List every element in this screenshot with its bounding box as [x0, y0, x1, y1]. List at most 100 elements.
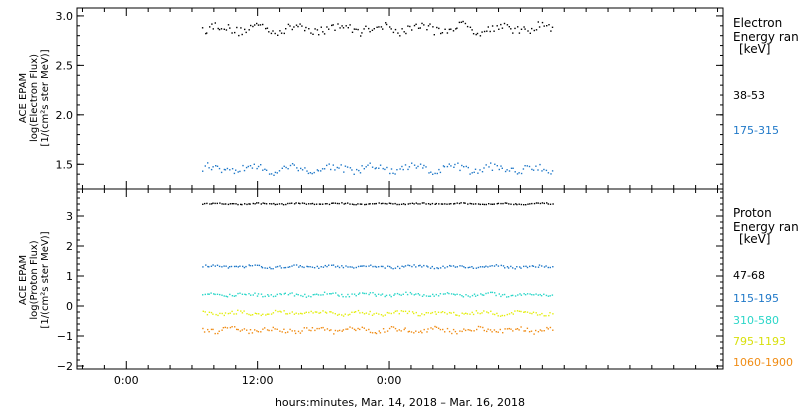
data-point [353, 311, 356, 313]
data-point [238, 34, 240, 37]
data-point [415, 266, 417, 268]
data-point [506, 24, 509, 26]
data-point [240, 310, 242, 312]
data-point [213, 293, 215, 295]
data-point [520, 294, 523, 296]
data-point [551, 26, 554, 28]
data-point [427, 312, 429, 314]
data-point [539, 314, 541, 316]
data-point [409, 202, 411, 205]
data-point [525, 204, 527, 206]
data-point [262, 23, 264, 26]
data-point [402, 203, 405, 205]
data-point [214, 293, 216, 296]
data-point [208, 311, 211, 313]
data-point [389, 26, 391, 28]
data-point [550, 30, 552, 32]
data-point [374, 167, 376, 170]
data-point [347, 202, 349, 204]
data-point [320, 170, 322, 172]
data-point [334, 329, 337, 332]
data-point [428, 172, 430, 174]
data-point [481, 312, 483, 314]
data-point [304, 293, 306, 296]
data-point [280, 267, 283, 269]
data-point [234, 31, 236, 34]
data-point [282, 204, 285, 206]
data-point [297, 294, 299, 296]
data-point [380, 265, 383, 268]
data-point [510, 265, 512, 268]
data-point [305, 296, 308, 298]
data-point [434, 203, 436, 205]
data-point [347, 293, 349, 296]
data-point [469, 173, 471, 175]
data-point [485, 203, 487, 206]
data-point [441, 311, 444, 313]
data-point [328, 329, 331, 332]
data-point [382, 315, 384, 317]
data-point [375, 295, 377, 297]
data-point [261, 267, 264, 269]
data-point [535, 312, 537, 314]
data-point [421, 332, 423, 334]
data-point [514, 268, 516, 270]
data-point [456, 202, 458, 204]
data-point [466, 25, 469, 28]
data-point [446, 292, 449, 294]
data-point [515, 328, 517, 330]
data-point [531, 168, 533, 171]
data-point [365, 292, 367, 295]
data-point [399, 267, 401, 270]
data-point [202, 266, 204, 268]
data-point [347, 328, 349, 330]
data-point [411, 265, 413, 268]
data-point [344, 202, 347, 205]
data-point [510, 203, 512, 205]
data-point [361, 311, 364, 314]
data-point [375, 332, 378, 335]
data-point [318, 203, 321, 205]
data-point [514, 27, 516, 30]
data-point [519, 293, 521, 295]
data-point [523, 330, 525, 332]
data-point [284, 292, 286, 294]
data-point [406, 312, 409, 315]
data-point [334, 169, 336, 171]
data-point [302, 295, 304, 298]
data-point [427, 328, 429, 330]
data-point [264, 267, 266, 269]
data-point [280, 311, 282, 313]
data-point [494, 163, 496, 165]
data-point [268, 295, 270, 297]
data-point [407, 264, 409, 266]
data-point [293, 26, 295, 28]
data-point [461, 295, 463, 297]
data-point [265, 27, 267, 30]
data-point [226, 296, 229, 298]
data-point [382, 167, 384, 170]
data-point [356, 168, 358, 171]
data-point [545, 315, 547, 317]
data-point [411, 162, 413, 164]
data-point [434, 325, 436, 328]
data-point [297, 313, 300, 315]
x-axis: 0:00 12:00 0:00 [81, 8, 719, 387]
data-point [242, 164, 244, 167]
data-point [249, 165, 252, 167]
data-point [400, 294, 402, 296]
data-point [333, 333, 335, 335]
data-point [507, 296, 510, 298]
data-point [464, 329, 467, 332]
data-point [264, 327, 266, 329]
data-point [375, 167, 377, 169]
data-point [419, 264, 421, 267]
data-point [223, 295, 225, 297]
data-point [322, 203, 324, 205]
data-point [316, 169, 319, 171]
data-point [441, 203, 444, 205]
data-point [427, 203, 430, 205]
data-point [223, 265, 225, 267]
data-point [517, 26, 519, 28]
data-point [467, 203, 469, 205]
